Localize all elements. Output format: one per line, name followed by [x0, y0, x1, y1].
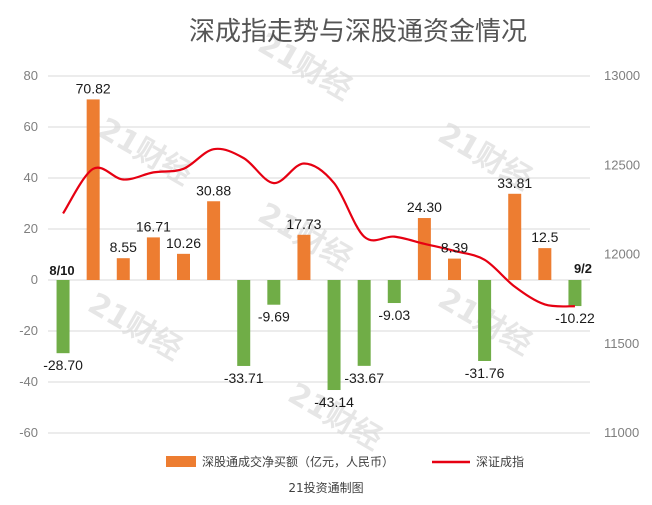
bar-16 — [538, 248, 552, 280]
bar-14 — [478, 280, 492, 361]
bar-5 — [207, 201, 221, 280]
legend: 深股通成交净买额（亿元，人民币） 深证成指 — [166, 454, 524, 469]
left-tick-label: 40 — [24, 170, 38, 185]
data-label-11: -9.03 — [378, 307, 410, 323]
bar-1 — [86, 99, 100, 280]
right-axis: 11000 11500 12000 12500 13000 — [604, 68, 640, 440]
left-tick-label: 60 — [24, 119, 38, 134]
left-tick-label: -60 — [19, 425, 38, 440]
source-note: 21投资通制图 — [288, 480, 363, 495]
data-label-7: -9.69 — [258, 309, 290, 325]
right-tick-label: 11000 — [604, 425, 639, 440]
left-tick-label: -20 — [19, 323, 38, 338]
legend-bar-label: 深股通成交净买额（亿元，人民币） — [202, 454, 394, 469]
left-tick-label: 80 — [24, 68, 38, 83]
left-tick-label: 20 — [24, 221, 38, 236]
data-label-15: 33.81 — [497, 175, 532, 191]
data-label-3: 16.71 — [136, 218, 171, 234]
gridlines — [48, 75, 590, 434]
left-tick-label: 0 — [31, 272, 38, 287]
watermark-4: 21财经 — [82, 286, 188, 367]
bar-7 — [267, 280, 281, 305]
bar-0 — [56, 280, 70, 354]
data-label-12: 24.30 — [407, 199, 442, 215]
start-date-label: 8/10 — [49, 263, 74, 278]
data-label-1: 70.82 — [76, 80, 111, 96]
data-label-14: -31.76 — [465, 365, 505, 381]
bar-10 — [357, 280, 371, 366]
left-tick-label: -40 — [19, 374, 38, 389]
data-label-2: 8.55 — [110, 239, 137, 255]
bar-11 — [387, 280, 401, 304]
index-line — [62, 147, 576, 308]
data-label-0: -28.70 — [43, 357, 83, 373]
bar-series — [56, 99, 582, 391]
bar-12 — [417, 218, 431, 280]
watermark-1: 21财经 — [92, 111, 198, 192]
bar-9 — [327, 280, 341, 391]
legend-bar-swatch — [166, 456, 196, 467]
bar-6 — [237, 280, 251, 366]
right-tick-label: 12500 — [604, 157, 640, 172]
data-label-5: 30.88 — [196, 182, 231, 198]
bar-15 — [508, 193, 522, 280]
data-label-4: 10.26 — [166, 235, 201, 251]
bar-4 — [177, 253, 190, 280]
bar-2 — [116, 258, 130, 280]
data-label-16: 12.5 — [531, 229, 558, 245]
bar-8 — [297, 234, 311, 280]
line-series — [62, 147, 576, 308]
bar-13 — [448, 258, 461, 280]
bar-3 — [146, 237, 160, 280]
right-tick-label: 11500 — [604, 336, 639, 351]
left-axis: -60 -40 -20 0 20 40 60 80 — [19, 68, 38, 440]
legend-line-label: 深证成指 — [476, 454, 524, 469]
end-date-label: 9/2 — [574, 261, 592, 276]
data-label-17: -10.22 — [555, 310, 595, 326]
bar-17 — [568, 280, 582, 307]
data-label-13: 8.39 — [441, 240, 468, 256]
data-label-9: -43.14 — [314, 394, 354, 410]
chart-title: 深成指走势与深股通资金情况 — [189, 17, 527, 47]
right-tick-label: 13000 — [604, 68, 640, 83]
right-tick-label: 12000 — [604, 247, 640, 262]
data-label-10: -33.67 — [344, 370, 384, 386]
data-label-8: 17.73 — [286, 216, 321, 232]
data-label-6: -33.71 — [224, 370, 264, 386]
